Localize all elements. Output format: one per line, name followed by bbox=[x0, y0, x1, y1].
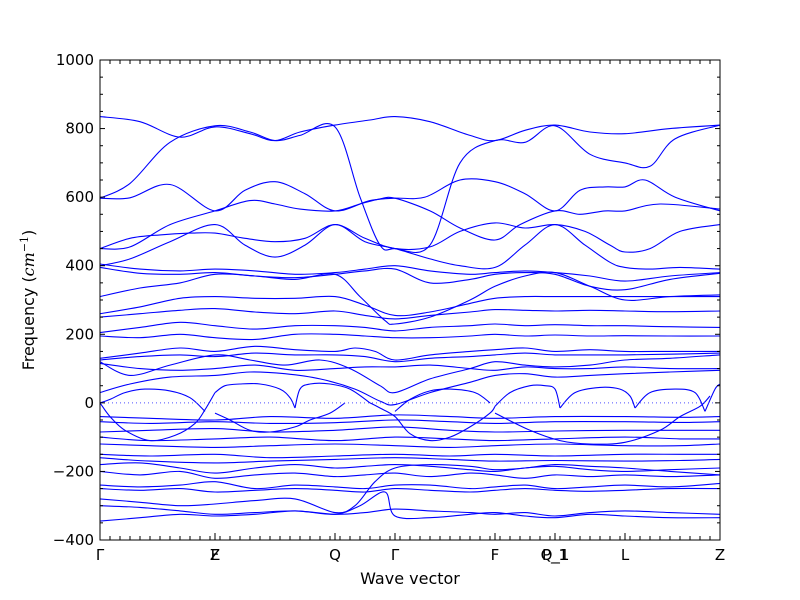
band-line-35 bbox=[99, 443, 721, 448]
y-axis-title-text: Frequency ( bbox=[19, 276, 38, 370]
y-tick-label: 1000 bbox=[56, 51, 94, 69]
x-tick-label-8: L bbox=[621, 546, 630, 564]
band-line-43 bbox=[99, 505, 721, 517]
band-lines bbox=[99, 116, 721, 522]
band-line-33 bbox=[99, 426, 720, 433]
band-line-21 bbox=[214, 382, 296, 409]
y-axis-title-unit: cm bbox=[19, 252, 38, 276]
band-line-36 bbox=[99, 453, 720, 459]
band-line-10 bbox=[99, 295, 720, 317]
band-line-39 bbox=[99, 470, 721, 479]
band-line-13 bbox=[99, 333, 721, 341]
band-line-23 bbox=[294, 382, 371, 409]
y-tick-label: −400 bbox=[53, 531, 94, 549]
band-line-29 bbox=[634, 388, 706, 412]
band-line-1 bbox=[99, 116, 721, 142]
x-tick-label-7: Q_1 bbox=[541, 546, 570, 565]
band-line-6 bbox=[99, 224, 721, 270]
y-tick-label: 600 bbox=[65, 188, 94, 206]
band-line-34 bbox=[99, 436, 721, 442]
x-tick-label-6: P_1 bbox=[542, 546, 568, 565]
x-tick-label-1: Z bbox=[210, 546, 220, 564]
y-axis-title-exponent: −1 bbox=[18, 236, 31, 252]
y-tick-label: 200 bbox=[65, 325, 94, 343]
band-line-7 bbox=[99, 263, 721, 282]
y-axis-title-close: ) bbox=[19, 230, 38, 236]
band-line-30 bbox=[704, 383, 721, 412]
y-axis-title: Frequency (cm−1) bbox=[18, 230, 38, 371]
band-line-25 bbox=[394, 388, 491, 412]
band-line-27 bbox=[494, 395, 711, 445]
band-line-5 bbox=[99, 222, 721, 253]
band-line-17 bbox=[99, 362, 721, 371]
x-tick-label-3: Q bbox=[329, 546, 341, 564]
band-line-26 bbox=[494, 384, 561, 409]
y-tick-label: 0 bbox=[84, 394, 94, 412]
band-line-24 bbox=[369, 402, 496, 442]
x-tick-label-2: F bbox=[211, 546, 220, 564]
band-line-16 bbox=[99, 354, 721, 394]
band-line-20 bbox=[99, 388, 206, 412]
y-tick-label: −200 bbox=[53, 462, 94, 480]
band-line-44 bbox=[99, 491, 721, 522]
y-tick-label: 800 bbox=[65, 120, 94, 138]
band-line-28 bbox=[559, 386, 636, 409]
band-line-3 bbox=[99, 178, 721, 212]
x-tick-label-5: F bbox=[491, 546, 500, 564]
band-line-32 bbox=[99, 419, 721, 425]
x-tick-label-4: Γ bbox=[391, 546, 400, 564]
x-tick-label-0: Γ bbox=[96, 546, 105, 564]
y-axis-ticks: −400 −200 0 200 400 600 800 1000 bbox=[53, 51, 720, 549]
x-axis-ticks: Γ ZF Q Γ F P_1Q_1 L Z bbox=[96, 60, 725, 565]
band-line-40 bbox=[99, 481, 721, 490]
band-line-42 bbox=[99, 464, 721, 514]
band-line-14 bbox=[99, 345, 721, 361]
band-line-12 bbox=[99, 321, 721, 334]
y-tick-label: 400 bbox=[65, 257, 94, 275]
band-line-9 bbox=[99, 271, 721, 325]
band-line-11 bbox=[99, 308, 721, 320]
band-line-37 bbox=[99, 457, 721, 464]
band-line-18 bbox=[99, 369, 721, 406]
x-axis-title: Wave vector bbox=[360, 569, 460, 588]
band-line-4 bbox=[99, 196, 721, 250]
x-tick-label-9: Z bbox=[715, 546, 725, 564]
band-line-15 bbox=[99, 352, 721, 363]
band-line-41 bbox=[99, 487, 721, 493]
band-line-22 bbox=[214, 402, 346, 433]
band-line-31 bbox=[99, 414, 721, 421]
